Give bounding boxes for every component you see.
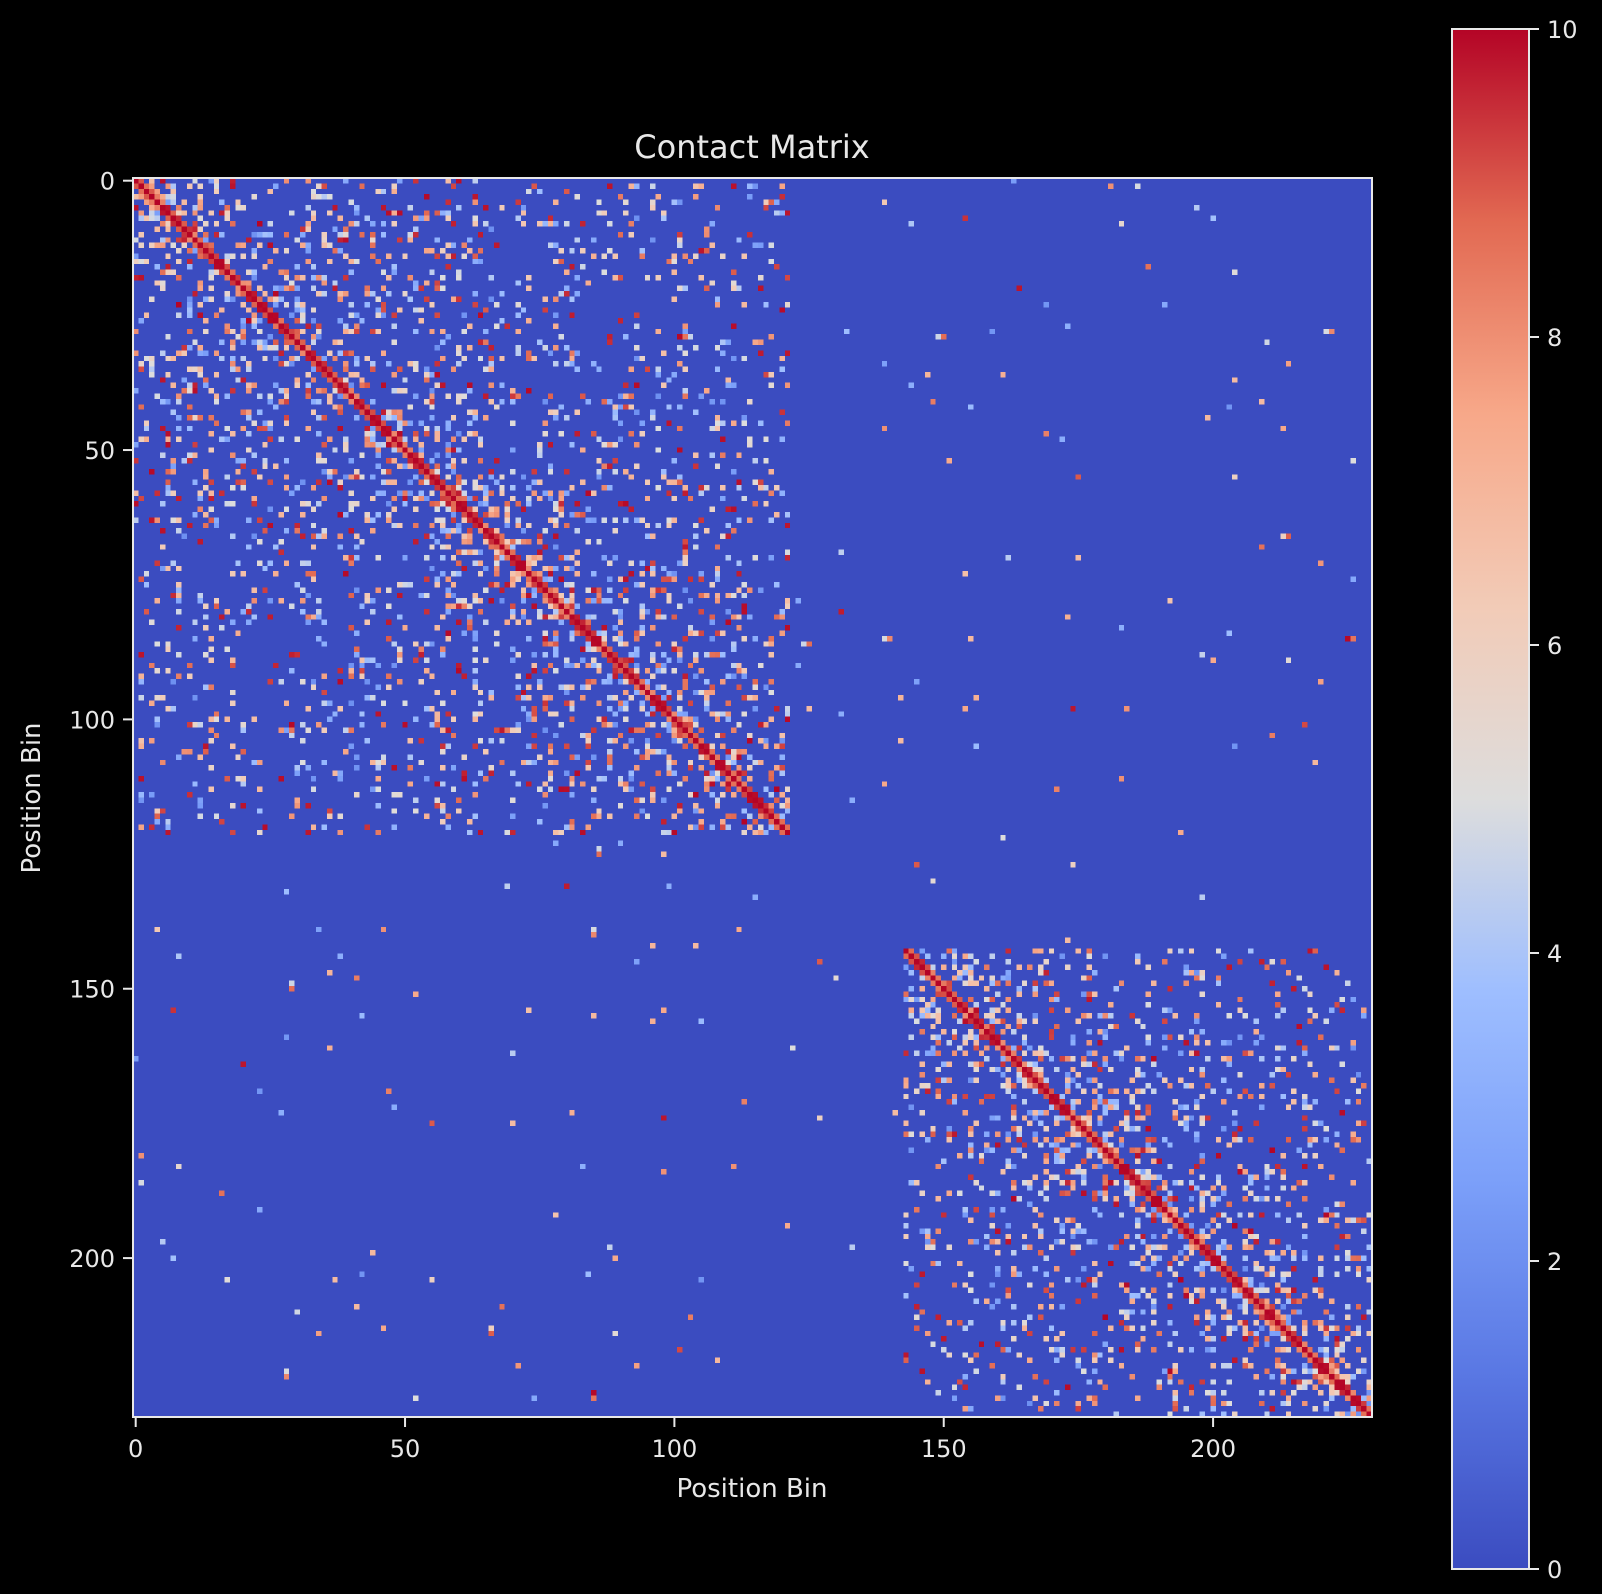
y-tick-label: 100 (69, 706, 115, 734)
colorbar-tick-label: 6 (1547, 632, 1562, 660)
x-axis-ticks: 0 50 100 150 200 (128, 1417, 1236, 1463)
status-bar (0, 1584, 1602, 1594)
colorbar-tick-label: 4 (1547, 940, 1562, 968)
y-tick-label: 150 (69, 976, 115, 1004)
x-tick-label: 0 (128, 1435, 143, 1463)
plot-frame (132, 177, 1373, 1418)
x-tick-label: 50 (390, 1435, 421, 1463)
y-tick-label: 200 (69, 1245, 115, 1273)
y-axis-ticks: 0 50 100 150 200 (69, 168, 133, 1273)
x-tick-label: 200 (1190, 1435, 1236, 1463)
heatmap-image (133, 178, 1372, 1417)
y-tick-label: 50 (84, 437, 115, 465)
colorbar-tick-label: 10 (1547, 16, 1578, 44)
chart-title: Contact Matrix (634, 128, 869, 166)
colorbar-ticks: 0 2 4 6 8 10 (1529, 16, 1578, 1584)
colorbar-tick-label: 2 (1547, 1248, 1562, 1276)
colorbar-tick-label: 0 (1547, 1556, 1562, 1584)
colorbar (1451, 28, 1530, 1570)
x-tick-label: 100 (651, 1435, 697, 1463)
x-tick-label: 150 (921, 1435, 967, 1463)
y-tick-label: 0 (100, 168, 115, 196)
colorbar-tick-label: 8 (1547, 324, 1562, 352)
x-axis-label: Position Bin (676, 1474, 827, 1504)
y-axis-label: Position Bin (17, 722, 47, 873)
